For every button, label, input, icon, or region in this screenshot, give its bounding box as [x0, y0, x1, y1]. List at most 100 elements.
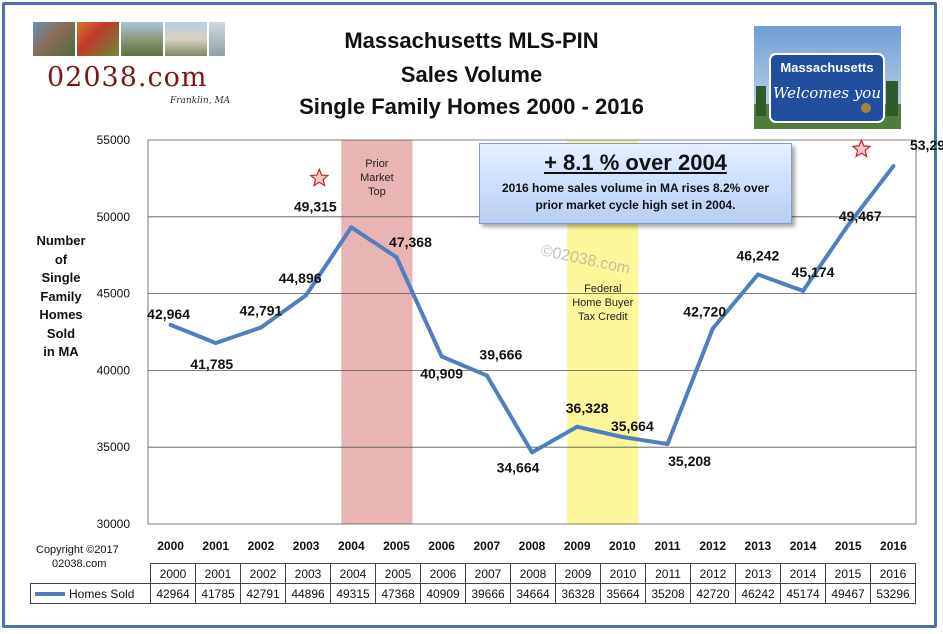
y-axis-label-line: Number — [36, 233, 86, 248]
data-label: 35,664 — [611, 418, 654, 434]
data-point — [213, 340, 218, 345]
data-point — [349, 225, 354, 230]
data-label: 49,315 — [294, 198, 337, 214]
data-label: 40,909 — [420, 365, 463, 381]
data-label: 44,896 — [279, 270, 322, 286]
x-tick-label: 2001 — [202, 539, 229, 553]
data-label: 42,964 — [147, 306, 190, 322]
copyright-line: 02038.com — [52, 558, 107, 570]
data-label: 42,791 — [240, 303, 283, 319]
x-tick-label: 2002 — [248, 539, 275, 553]
x-tick-label: 2004 — [338, 539, 365, 553]
data-point — [530, 450, 534, 455]
data-label: 46,242 — [736, 248, 779, 264]
legend-entry: Homes Sold — [30, 583, 151, 604]
x-tick-label: 2015 — [835, 539, 862, 553]
photo-thumbnail — [121, 22, 163, 56]
y-tick-label: 40000 — [97, 363, 131, 377]
data-label: 53,296 — [910, 137, 943, 153]
y-tick-label: 35000 — [97, 440, 131, 454]
x-tick-label: 2008 — [519, 539, 546, 553]
data-table-value: 46242 — [735, 583, 781, 604]
sign-text-state: Massachusetts — [780, 60, 873, 75]
legend-line-swatch — [35, 592, 65, 597]
y-axis-label-line: of — [54, 251, 68, 267]
data-table-corner — [31, 564, 151, 584]
photo-thumbnail — [165, 22, 207, 56]
callout-headline: + 8.1 % over 2004 — [544, 150, 727, 175]
data-label: 34,664 — [497, 459, 540, 475]
data-table-value: 49467 — [825, 583, 871, 604]
photo-thumbnail — [209, 22, 225, 56]
data-table-year: 2001 — [195, 563, 241, 584]
data-point — [484, 373, 489, 378]
data-table-year: 2015 — [825, 563, 871, 584]
data-point — [394, 255, 399, 260]
data-table-value: 42964 — [150, 583, 196, 604]
data-point — [710, 326, 715, 331]
data-point — [801, 288, 806, 293]
data-table-year: 2004 — [330, 563, 376, 584]
data-table-year: 2000 — [150, 563, 196, 584]
data-table-year: 2014 — [780, 563, 826, 584]
data-label: 39,666 — [479, 347, 522, 363]
data-point — [620, 435, 625, 440]
data-table-value: 47368 — [375, 583, 421, 604]
x-tick-label: 2005 — [383, 539, 410, 553]
data-label: 49,467 — [839, 208, 882, 224]
star-marker-icon — [309, 167, 330, 187]
chart-title-line1: Massachusetts MLS-PIN — [344, 28, 599, 53]
data-table-year: 2002 — [240, 563, 286, 584]
data-table-year: 2003 — [285, 563, 331, 584]
x-tick-label: 2010 — [609, 539, 636, 553]
data-table-year: 2011 — [645, 563, 691, 584]
y-axis-label-line: Homes — [39, 307, 83, 322]
data-table-value: 42791 — [240, 583, 286, 604]
sign-text-welcome: Welcomes you — [773, 84, 881, 102]
x-tick-label: 2009 — [564, 539, 591, 553]
callout-body: 2016 home sales volume in MA rises 8.2% … — [501, 181, 770, 212]
data-table-value: 40909 — [420, 583, 466, 604]
band-label: Home Buyer — [572, 297, 633, 309]
data-point — [755, 272, 760, 277]
data-table-year: 2012 — [690, 563, 736, 584]
data-table-year: 2016 — [870, 563, 916, 584]
y-tick-label: 50000 — [97, 210, 131, 224]
x-tick-label: 2006 — [428, 539, 455, 553]
photo-thumbnail — [33, 22, 75, 56]
y-axis-label-line: Family — [40, 288, 82, 304]
y-axis-label-line: Single — [41, 270, 81, 285]
band-label: Federal — [584, 283, 621, 295]
data-table-year: 2008 — [510, 563, 556, 584]
highlight-band — [341, 140, 413, 524]
data-table-value: 41785 — [195, 583, 241, 604]
chart-title-line2: Sales Volume — [400, 62, 543, 87]
data-point — [258, 325, 263, 330]
x-tick-label: 2003 — [293, 539, 320, 553]
logo-text: 02038.com — [47, 62, 208, 93]
copyright: Copyright ©2017 02038.com — [36, 543, 119, 571]
data-table-year: 2006 — [420, 563, 466, 584]
data-table-year: 2009 — [555, 563, 601, 584]
x-tick-label: 2013 — [745, 539, 772, 553]
data-point — [304, 293, 309, 298]
star-marker-icon — [851, 138, 872, 158]
y-axis-label: Number of Single Family Homes Sold in MA — [22, 232, 100, 362]
data-table-value: 53296 — [870, 583, 916, 604]
data-table-value: 42720 — [690, 583, 736, 604]
data-table-value: 36328 — [555, 583, 601, 604]
band-label: Top — [368, 186, 386, 198]
x-tick-label: 2011 — [655, 539, 681, 553]
data-label: 41,785 — [190, 356, 233, 372]
data-label: 45,174 — [792, 264, 835, 280]
data-label: 35,208 — [668, 453, 711, 469]
y-axis-label-line: Sold — [46, 325, 76, 341]
callout-box: + 8.1 % over 2004 2016 home sales volume… — [479, 143, 792, 224]
data-table-value: 34664 — [510, 583, 556, 604]
legend-series-name: Homes Sold — [69, 586, 135, 601]
data-point — [439, 354, 444, 359]
y-tick-label: 55000 — [97, 133, 131, 147]
photo-thumbnail — [77, 22, 119, 56]
band-label: Market — [360, 172, 394, 184]
